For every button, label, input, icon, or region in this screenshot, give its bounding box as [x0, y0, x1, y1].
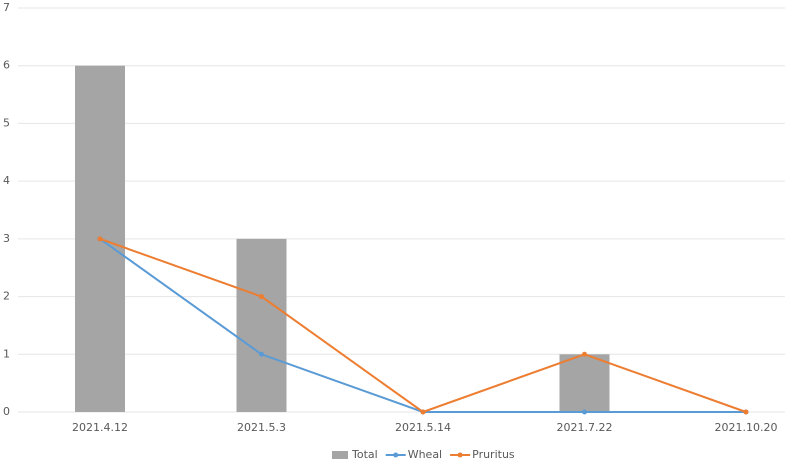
y-tick-label: 5 — [3, 116, 10, 129]
line — [99, 237, 747, 414]
y-tick-label: 1 — [3, 347, 10, 360]
bar — [559, 354, 610, 412]
x-tick-label: 2021.7.22 — [557, 421, 613, 434]
y-tick-label: 4 — [3, 174, 10, 187]
point — [582, 351, 587, 357]
legend-swatch — [332, 451, 348, 459]
bar — [236, 238, 287, 412]
x-tick-label: 2021.10.20 — [715, 421, 778, 434]
y-tick-label: 6 — [3, 59, 10, 72]
x-tick-label: 2021.5.14 — [395, 421, 451, 434]
legend-label: Wheal — [408, 448, 442, 460]
point — [420, 409, 426, 415]
legend-label: Total — [351, 448, 378, 460]
point — [582, 409, 587, 415]
y-tick-label: 7 — [3, 1, 10, 14]
y-tick-label: 3 — [3, 232, 10, 245]
point — [259, 351, 264, 357]
line — [99, 238, 746, 413]
legend-swatch — [393, 452, 399, 458]
legend-label: Pruritus — [472, 448, 515, 460]
point — [743, 409, 749, 415]
x-tick-label: 2021.5.3 — [237, 421, 286, 434]
y-tick-label: 0 — [3, 405, 10, 418]
y-tick-label: 2 — [3, 290, 10, 303]
legend: Total Wheal Pruritus — [332, 448, 515, 460]
point — [97, 236, 103, 242]
legend-swatch — [457, 452, 463, 458]
point — [259, 294, 264, 300]
x-tick-label: 2021.4.12 — [72, 421, 128, 434]
